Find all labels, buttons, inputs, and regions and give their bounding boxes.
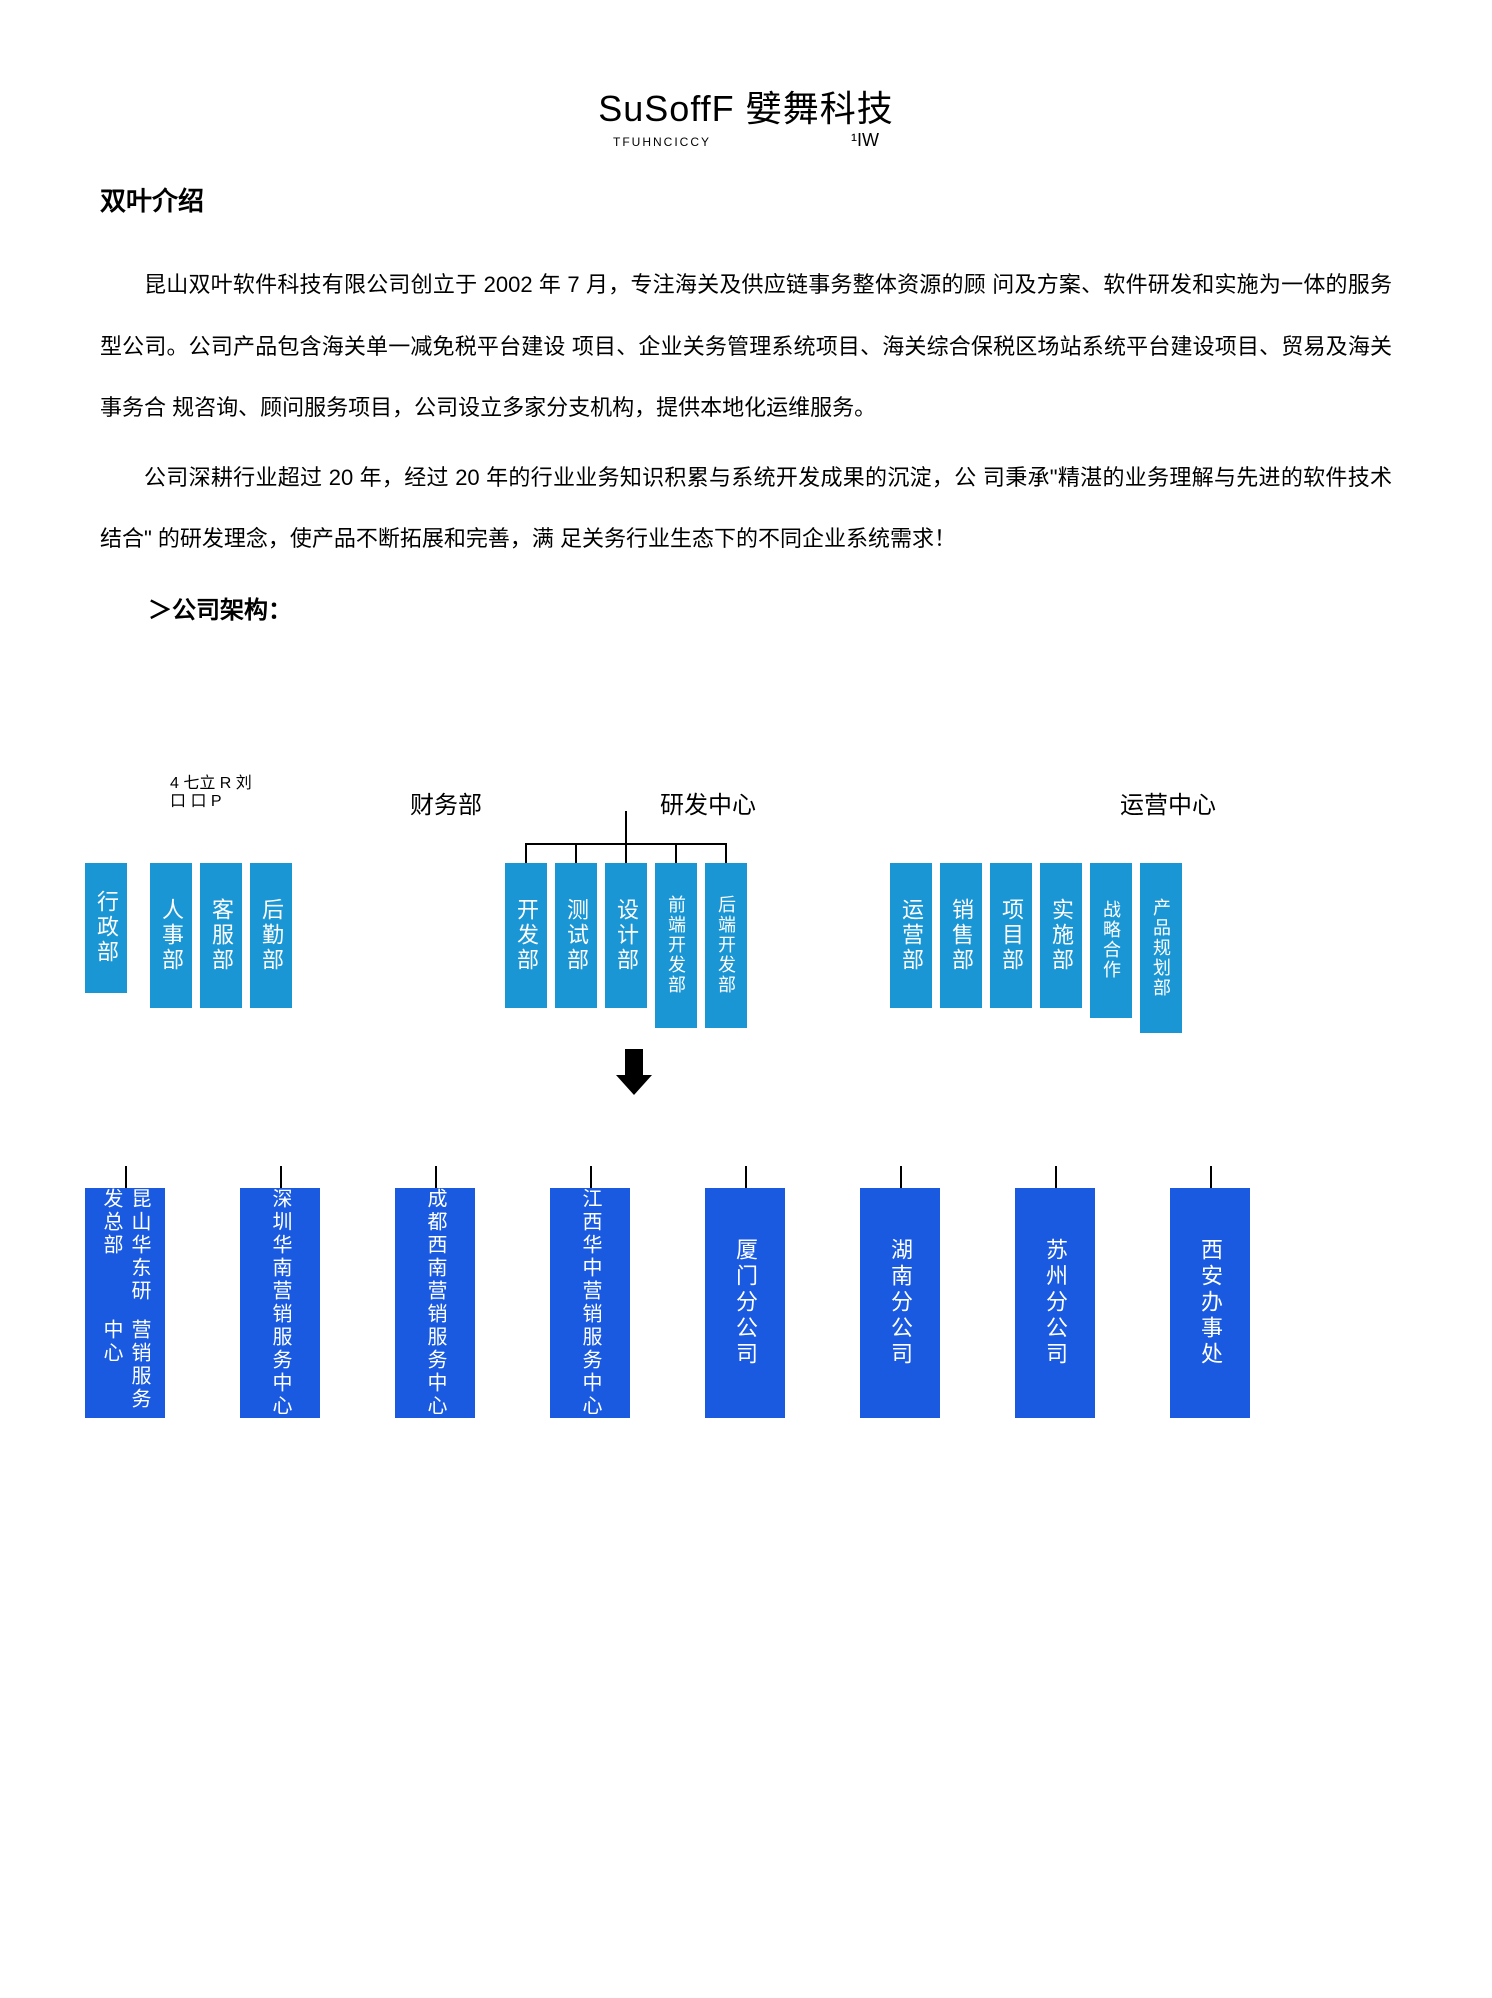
dept-row: 行政部人事部客服部后勤部开发部测试部设计部前端开发部后端开发部运营部销售部项目部… (100, 863, 1392, 1043)
intro-paragraph-2: 公司深耕行业超过 20 年，经过 20 年的行业业务知识积累与系统开发成果的沉淀… (100, 447, 1392, 570)
dept-box: 测试部 (555, 863, 597, 1008)
branch-line: 西安办事处 (1194, 1238, 1226, 1368)
logo-sub: TFUHNCICCY (613, 135, 711, 149)
dept-box: 运营部 (890, 863, 932, 1008)
branch-box: 厦门分公司 (705, 1188, 785, 1418)
branch-stem (745, 1166, 747, 1188)
top-group-label: 运营中心 (1120, 785, 1216, 820)
connector-stem (725, 843, 727, 863)
branch-box: 成都西南营销服务中心 (395, 1188, 475, 1418)
dept-box: 行政部 (85, 863, 127, 993)
branch-stem (590, 1166, 592, 1188)
branch-line: 厦门分公司 (729, 1238, 761, 1368)
top-group-label: 研发中心 (660, 785, 756, 820)
branch-stem (900, 1166, 902, 1188)
connector-stem (675, 843, 677, 863)
branch-stem (125, 1166, 127, 1188)
branch-line: 营销服务中心 (266, 1280, 294, 1418)
connector-row (100, 831, 1392, 863)
connector-stem (625, 843, 627, 863)
branch-line: 江西华中 (576, 1188, 604, 1280)
branch-box: 昆山华东研发总部营销服务中心 (85, 1188, 165, 1418)
connector-vline (625, 811, 627, 843)
dept-box: 战略合作 (1090, 863, 1132, 1018)
logo-cn: 嬖舞科技 (746, 88, 894, 129)
branch-box: 西安办事处 (1170, 1188, 1250, 1418)
logo-line2: TFUHNCICCY ¹IW (100, 130, 1392, 151)
dept-box: 后端开发部 (705, 863, 747, 1028)
branch-box: 深圳华南营销服务中心 (240, 1188, 320, 1418)
branch-line: 营销服务中心 (576, 1280, 604, 1418)
branch-box: 苏州分公司 (1015, 1188, 1095, 1418)
dept-box: 后勤部 (250, 863, 292, 1008)
top-group-label: 财务部 (410, 785, 482, 820)
branch-box: 江西华中营销服务中心 (550, 1188, 630, 1418)
branch-line: 深圳华南 (266, 1188, 294, 1280)
logo-block: SuSoffF 嬖舞科技 TFUHNCICCY ¹IW (100, 80, 1392, 151)
down-arrow-icon (625, 1049, 652, 1095)
branch-line: 成都西南 (421, 1188, 449, 1280)
top-labels-row: 4 七立 R 刘 口 口 P 财务部研发中心运营中心 (100, 785, 1392, 825)
org-chart: 4 七立 R 刘 口 口 P 财务部研发中心运营中心 行政部人事部客服部后勤部开… (100, 785, 1392, 1428)
branch-stem (1210, 1166, 1212, 1188)
dept-box: 项目部 (990, 863, 1032, 1008)
dept-box: 前端开发部 (655, 863, 697, 1028)
dept-box: 开发部 (505, 863, 547, 1008)
branch-box: 湖南分公司 (860, 1188, 940, 1418)
branch-stem (435, 1166, 437, 1188)
intro-title: 双叶介绍 (100, 181, 1392, 218)
dept-box: 设计部 (605, 863, 647, 1008)
branch-line: 苏州分公司 (1039, 1238, 1071, 1368)
intro-paragraph-1: 昆山双叶软件科技有限公司创立于 2002 年 7 月，专注海关及供应链事务整体资… (100, 254, 1392, 439)
branch-stem (280, 1166, 282, 1188)
dept-box: 人事部 (150, 863, 192, 1008)
subheading-structure: ＞公司架构： (148, 590, 1392, 625)
branch-line: 湖南分公司 (884, 1238, 916, 1368)
branch-stem (1055, 1166, 1057, 1188)
connector-stem (525, 843, 527, 863)
connector-stem (575, 843, 577, 863)
branch-line: 营销服务中心 (421, 1280, 449, 1418)
logo-en: SuSoffF (598, 88, 734, 129)
arrow-region (100, 1043, 1392, 1098)
branch-line: 昆山华东研发总部 (97, 1188, 153, 1319)
branch-row: 昆山华东研发总部营销服务中心深圳华南营销服务中心成都西南营销服务中心江西华中营销… (100, 1168, 1392, 1428)
dept-box: 产品规划部 (1140, 863, 1182, 1033)
dept-box: 销售部 (940, 863, 982, 1008)
branch-line: 营销服务中心 (97, 1319, 153, 1418)
logo-tag: ¹IW (851, 130, 879, 150)
logo-line1: SuSoffF 嬖舞科技 (100, 80, 1392, 132)
dept-box: 实施部 (1040, 863, 1082, 1008)
dept-box: 客服部 (200, 863, 242, 1008)
corner-label: 4 七立 R 刘 口 口 P (170, 775, 252, 810)
